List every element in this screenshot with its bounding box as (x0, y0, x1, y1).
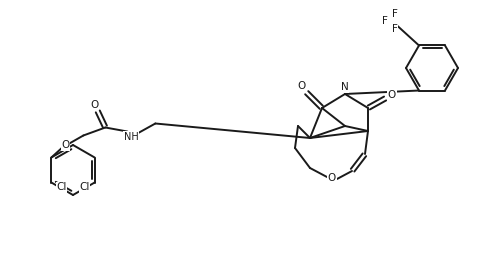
Text: F: F (392, 25, 398, 35)
Text: O: O (90, 100, 98, 110)
Text: F: F (392, 9, 398, 19)
Text: NH: NH (124, 132, 138, 142)
Text: Cl: Cl (56, 183, 66, 193)
Text: F: F (382, 16, 388, 26)
Text: N: N (341, 82, 349, 92)
Text: Cl: Cl (80, 183, 90, 193)
Text: O: O (298, 81, 306, 91)
Text: O: O (388, 90, 396, 100)
Text: O: O (328, 173, 336, 183)
Text: O: O (61, 141, 70, 151)
